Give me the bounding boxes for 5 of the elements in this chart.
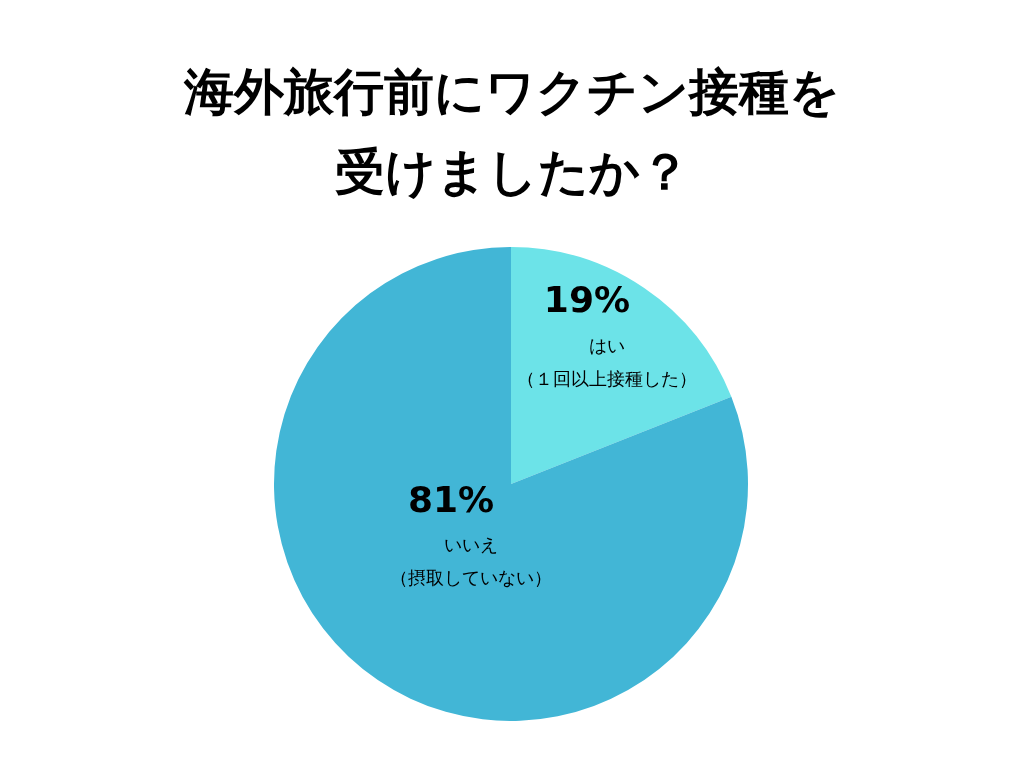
slice-label: はい（１回以上接種した） (516, 334, 697, 389)
chart-title: 海外旅行前にワクチン接種を受けましたか？ (183, 62, 841, 203)
slice-label: いいえ（摂取していない） (390, 534, 553, 589)
data-label: 19% (543, 279, 630, 321)
data-label: 81% (407, 479, 495, 521)
